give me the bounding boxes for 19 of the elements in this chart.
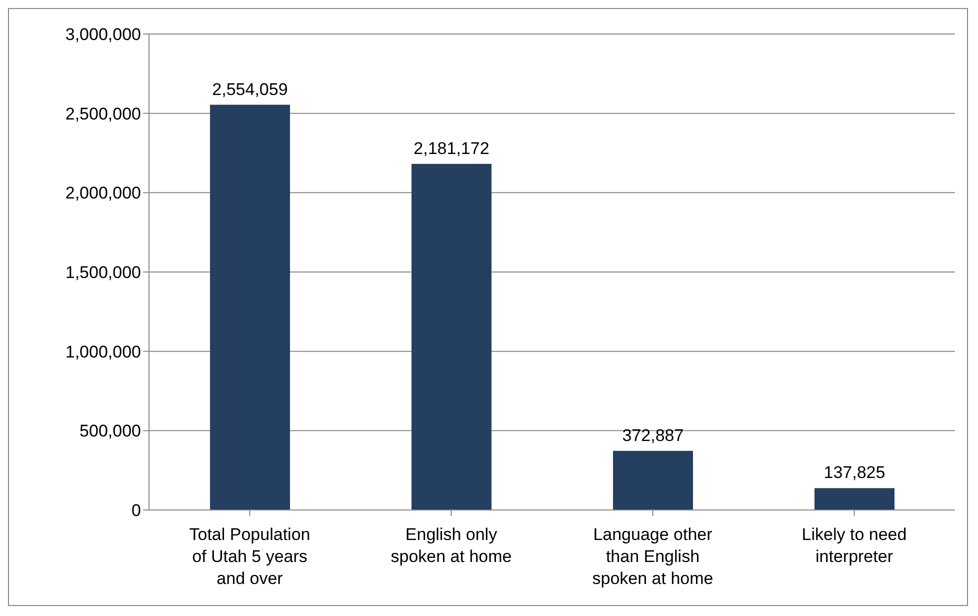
data-label: 2,181,172 [414, 138, 490, 158]
data-label: 2,554,059 [212, 80, 288, 99]
y-tick-label: 3,000,000 [65, 25, 141, 44]
y-tick-label: 1,000,000 [65, 342, 141, 362]
x-tick-label: Total Population of Utah 5 years and over [189, 525, 310, 588]
bar [613, 450, 693, 510]
bar [814, 488, 894, 510]
y-tick-label: 2,000,000 [65, 184, 141, 203]
y-tick-label: 500,000 [80, 422, 141, 441]
x-tick-label: English only spoken at home [390, 525, 512, 566]
data-label: 137,825 [824, 463, 886, 482]
y-tick-label: 1,500,000 [65, 263, 141, 282]
x-tick-label: Likely to need interpreter [802, 525, 907, 566]
y-tick-label: 2,500,000 [65, 104, 141, 124]
data-label: 372,887 [622, 426, 684, 445]
bar [412, 164, 492, 510]
x-tick-label: Language other than English spoken at home [592, 525, 714, 588]
bar [210, 104, 290, 510]
y-tick-label: 0 [132, 501, 141, 520]
